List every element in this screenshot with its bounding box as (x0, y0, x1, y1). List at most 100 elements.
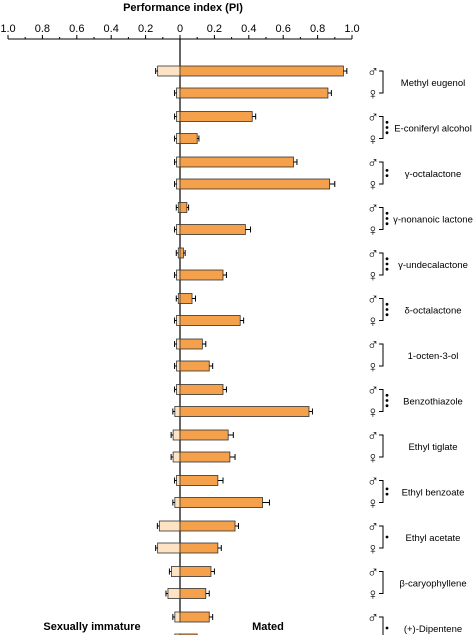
bar-mated-male (179, 338, 203, 350)
significance-star (385, 492, 389, 496)
female-symbol: ♀ (367, 268, 379, 285)
pair-bracket (379, 116, 384, 139)
bar-mated-female (179, 224, 246, 235)
male-symbol: ♂ (367, 292, 379, 309)
bar-mated-female (179, 87, 329, 99)
bar-mated-female (179, 542, 219, 554)
pair-bracket (379, 252, 384, 276)
significance-star (385, 222, 389, 226)
bars (155, 65, 348, 635)
significance-star (385, 174, 389, 178)
bar-immature-male (172, 429, 181, 441)
category-label: γ-undecalactone (398, 260, 468, 271)
category-label: γ-octalactone (405, 169, 462, 180)
bar-mated-female (179, 269, 224, 281)
male-symbol: ♂ (367, 337, 379, 354)
x-tick-label: 0.6 (69, 23, 84, 35)
category-label: Ethyl tiglate (408, 442, 457, 453)
male-symbol: ♂ (367, 610, 379, 627)
male-symbol: ♂ (367, 64, 379, 81)
category-label: β-caryophyllene (399, 579, 466, 590)
category-label: γ-nonanoic lactone (393, 215, 473, 226)
significance-star (385, 126, 389, 129)
significance-star (385, 308, 389, 311)
bar-mated-female (179, 497, 263, 508)
significance-star (385, 257, 389, 261)
category-labels: ♂ ♀ Methyl eugenol ♂ ♀ E-coniferyl alcohol ♂ ♀ γ… (367, 64, 473, 635)
bar-mated-male (179, 65, 344, 77)
pair-bracket (379, 298, 384, 321)
bar-mated-female (179, 178, 331, 190)
significance-star (385, 313, 389, 317)
pair-bracket (379, 389, 384, 412)
significance-star (385, 626, 389, 630)
female-symbol: ♀ (367, 132, 379, 149)
bar-immature-female (167, 588, 181, 599)
significance-star (385, 262, 389, 266)
bar-mated-male (179, 429, 229, 441)
bar-immature-female (172, 451, 181, 463)
pair-bracket (379, 161, 384, 185)
bar-mated-male (179, 384, 224, 395)
x-tick-label: 0.2 (138, 23, 153, 35)
male-symbol: ♂ (367, 383, 379, 400)
bar-immature-male (176, 475, 181, 486)
bar-mated-male (179, 156, 294, 168)
bar-immature-male (157, 65, 181, 77)
male-symbol: ♂ (367, 246, 379, 263)
bar-immature-female (157, 542, 181, 554)
bar-immature-male (176, 156, 181, 168)
significance-star (385, 302, 389, 306)
bar-immature-female (176, 360, 181, 372)
significance-star (385, 131, 389, 135)
bar-mated-male (179, 111, 253, 122)
bar-immature-male (176, 338, 181, 350)
significance-star (385, 267, 389, 271)
bar-immature-female (176, 269, 181, 281)
x-tick-label: 1.0 (344, 23, 359, 35)
female-symbol: ♀ (367, 541, 379, 558)
female-symbol: ♀ (367, 223, 379, 240)
bar-immature-male (174, 611, 181, 623)
significance-star (385, 217, 389, 220)
x-tick-label: 0.8 (310, 23, 325, 35)
bar-mated-male (179, 475, 219, 486)
pair-bracket (379, 616, 384, 635)
bar-immature-female (174, 406, 181, 417)
bar-immature-female (176, 224, 181, 235)
x-tick-label: 0.4 (104, 23, 119, 35)
pair-bracket (379, 525, 384, 549)
significance-star (385, 393, 389, 397)
chart-title: Performance index (PI) (123, 2, 243, 14)
significance-star (385, 169, 389, 172)
female-symbol: ♀ (367, 632, 379, 635)
bar-immature-female (176, 315, 181, 326)
bar-immature-female (176, 133, 181, 144)
bar-mated-male (179, 247, 184, 259)
bar-mated-male (179, 293, 193, 304)
significance-star (385, 211, 389, 215)
female-symbol: ♀ (367, 450, 379, 467)
right-group-label: Mated (252, 621, 284, 633)
bar-immature-male (176, 111, 181, 122)
female-symbol: ♀ (367, 177, 379, 194)
x-tick-label: 0.6 (276, 23, 291, 35)
significance-star (385, 399, 389, 402)
pair-bracket (379, 343, 384, 367)
category-label: Methyl eugenol (401, 78, 465, 89)
bar-mated-male (179, 611, 210, 623)
female-symbol: ♀ (367, 405, 379, 422)
x-tick-label: 0.8 (35, 23, 50, 35)
bar-immature-male (158, 520, 181, 532)
significance-star (385, 404, 389, 408)
pair-bracket (379, 480, 384, 503)
category-label: Benzothiazole (403, 397, 463, 408)
male-symbol: ♂ (367, 428, 379, 445)
significance-star (385, 487, 389, 491)
female-symbol: ♀ (367, 496, 379, 513)
bar-mated-female (179, 315, 241, 326)
bar-mated-female (179, 406, 310, 417)
category-label: Ethyl benzoate (402, 488, 465, 499)
